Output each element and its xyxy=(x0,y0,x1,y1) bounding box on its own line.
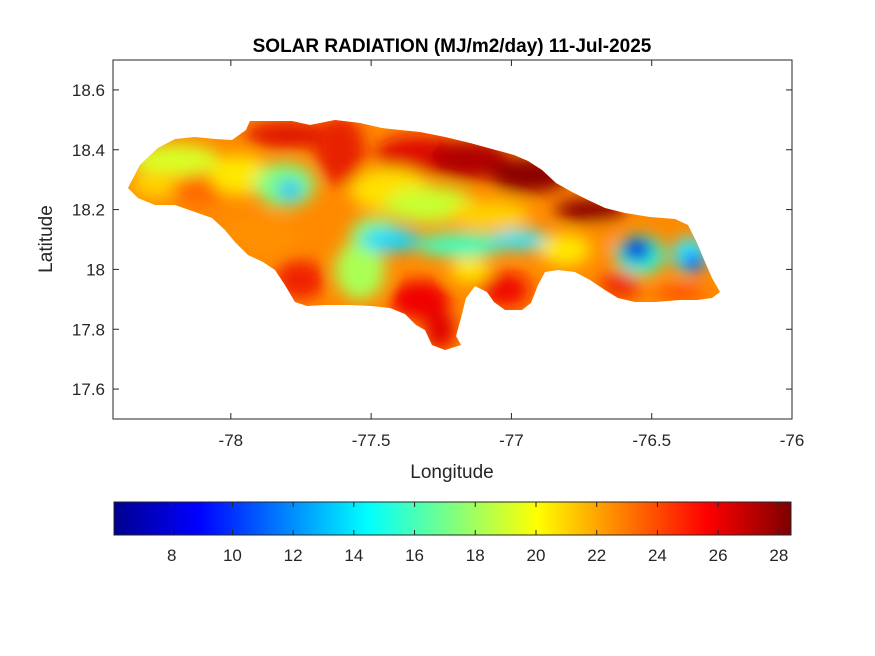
x-tick-label: -77.5 xyxy=(352,431,391,450)
colorbar-tick-label: 24 xyxy=(648,546,667,565)
colorbar-tick-label: 16 xyxy=(405,546,424,565)
x-tick-label: -77 xyxy=(499,431,524,450)
y-tick-label: 18 xyxy=(86,260,105,279)
colorbar-tick-label: 8 xyxy=(167,546,176,565)
x-axis-label: Longitude xyxy=(410,462,493,483)
colorbar-tick-label: 18 xyxy=(466,546,485,565)
y-tick-label: 17.6 xyxy=(72,380,105,399)
colorbar-tick-label: 26 xyxy=(709,546,728,565)
y-axis: 17.6 17.8 18 18.2 18.4 18.6 xyxy=(72,81,792,399)
x-axis: -78 -77.5 -77 -76.5 -76 xyxy=(219,60,805,450)
colorbar-tick-label: 10 xyxy=(223,546,242,565)
x-tick-label: -76.5 xyxy=(632,431,671,450)
colorbar-tick-label: 28 xyxy=(769,546,788,565)
y-axis-label: Latitude xyxy=(36,205,57,273)
colorbar-tick-label: 14 xyxy=(344,546,363,565)
colorbar xyxy=(113,501,792,536)
y-tick-label: 18.6 xyxy=(72,81,105,100)
y-tick-label: 18.4 xyxy=(72,141,105,160)
x-tick-label: -76 xyxy=(780,431,805,450)
colorbar-tick-label: 12 xyxy=(284,546,303,565)
colorbar-ticks: 8 10 12 14 16 18 20 22 24 26 28 xyxy=(167,502,788,565)
chart-title: SOLAR RADIATION (MJ/m2/day) 11-Jul-2025 xyxy=(253,36,652,57)
colorbar-tick-label: 22 xyxy=(587,546,606,565)
colorbar-tick-label: 20 xyxy=(527,546,546,565)
y-tick-label: 17.8 xyxy=(72,320,105,339)
y-tick-label: 18.2 xyxy=(72,201,105,220)
x-tick-label: -78 xyxy=(219,431,244,450)
